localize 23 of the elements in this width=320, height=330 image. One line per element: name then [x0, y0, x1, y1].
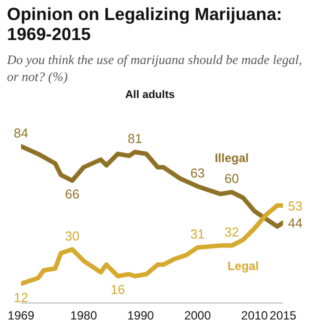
data-label: 81 [128, 130, 142, 146]
x-tick-label: 1980 [70, 308, 98, 323]
data-label: 30 [65, 228, 80, 244]
x-tick-label: 2000 [184, 308, 212, 323]
chart-title: Opinion on Legalizing Marijuana: 1969-2015 [7, 4, 284, 44]
chart-subtitle: Do you think the use of marijuana should be made legal, or not? (%) [7, 51, 303, 85]
data-label: 44 [288, 216, 302, 231]
text: All adults [124, 89, 176, 101]
data-label: 12 [14, 290, 28, 305]
data-label: 32 [224, 224, 239, 240]
data-label: 84 [14, 125, 28, 140]
x-tick-label: 2010 [241, 308, 268, 323]
data-label: 60 [224, 171, 239, 186]
data-label: 53 [288, 198, 302, 214]
data-label: 63 [190, 165, 205, 180]
x-tick-label: 2015 [270, 308, 297, 323]
data-label: 16 [110, 282, 126, 298]
data-label: 66 [65, 186, 80, 202]
text: Illegal [214, 151, 249, 166]
x-tick-label: 1969 [8, 308, 35, 323]
data-label: 31 [190, 226, 205, 242]
x-tick-label: 1990 [127, 308, 154, 323]
series-label: Legal [227, 258, 259, 273]
